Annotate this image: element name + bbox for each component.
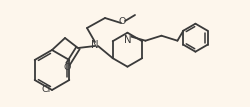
- Text: N: N: [124, 35, 131, 45]
- Text: O: O: [63, 63, 71, 73]
- Text: Cl: Cl: [42, 85, 51, 94]
- Text: O: O: [118, 16, 126, 25]
- Text: N: N: [91, 40, 99, 50]
